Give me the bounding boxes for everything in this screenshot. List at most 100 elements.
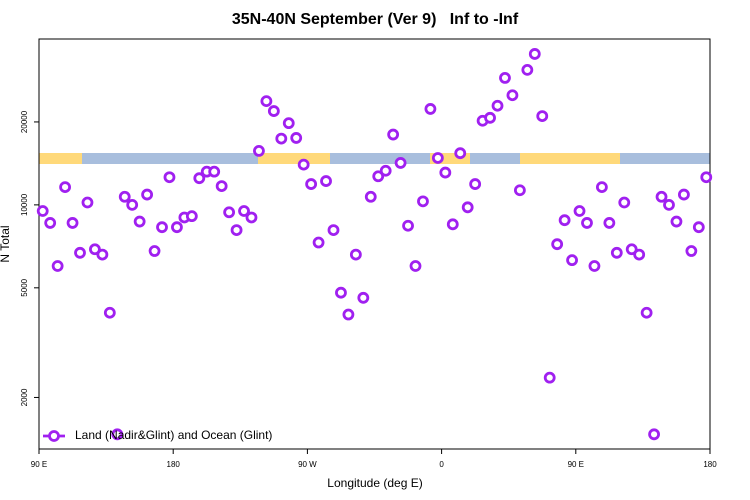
- data-point: [245, 211, 258, 224]
- data-point: [260, 95, 273, 108]
- data-point: [208, 165, 221, 178]
- x-tick-label: 90 E: [568, 460, 584, 469]
- ocean-segment: [82, 153, 258, 164]
- x-tick-label: 180: [167, 460, 181, 469]
- data-point: [148, 245, 161, 257]
- land-segment: [258, 153, 330, 164]
- data-point: [424, 103, 437, 115]
- data-point: [454, 147, 467, 160]
- data-point: [96, 248, 109, 261]
- data-point: [633, 248, 646, 261]
- x-axis-label: Longitude (deg E): [327, 476, 422, 490]
- data-point: [312, 236, 325, 249]
- data-point: [446, 218, 459, 231]
- data-point: [387, 128, 400, 141]
- x-tick-label: 90 E: [31, 460, 47, 469]
- data-point: [118, 190, 131, 203]
- data-point: [297, 158, 310, 171]
- data-point: [379, 164, 392, 177]
- legend-marker: [48, 430, 60, 442]
- x-tick-label: 180: [703, 460, 717, 469]
- data-point: [59, 181, 71, 194]
- data-point: [692, 221, 705, 234]
- data-point: [349, 248, 362, 261]
- data-point: [126, 198, 139, 211]
- data-point: [238, 205, 250, 217]
- data-point: [685, 245, 698, 257]
- data-point: [663, 198, 675, 211]
- data-point: [513, 184, 526, 197]
- y-tick-label: 2000: [20, 388, 29, 406]
- data-point: [185, 210, 198, 223]
- data-point: [521, 63, 534, 76]
- data-point: [536, 110, 549, 123]
- data-point: [595, 181, 608, 194]
- y-tick-label: 10000: [20, 193, 29, 216]
- data-point: [305, 178, 318, 190]
- data-point: [409, 260, 422, 272]
- data-point: [603, 217, 616, 229]
- data-point: [156, 221, 168, 234]
- data-point: [551, 238, 564, 251]
- data-point: [230, 224, 243, 236]
- data-point: [700, 171, 713, 184]
- data-point: [89, 243, 101, 256]
- data-point: [469, 178, 482, 190]
- data-point: [566, 254, 578, 267]
- ocean-segment: [330, 153, 430, 164]
- data-point: [320, 175, 332, 187]
- data-point: [506, 89, 519, 102]
- data-point: [670, 215, 683, 228]
- land-ocean-strip: [39, 153, 710, 164]
- land-segment: [39, 153, 82, 164]
- data-point: [335, 286, 347, 299]
- chart-title: 35N-40N September (Ver 9) Inf to -Inf: [232, 11, 519, 28]
- data-point: [528, 48, 541, 60]
- data-point: [51, 260, 64, 272]
- data-point: [394, 157, 407, 169]
- data-point: [499, 71, 511, 84]
- data-point: [133, 215, 146, 228]
- data-point: [342, 308, 355, 321]
- data-point: [618, 196, 631, 209]
- data-point: [610, 246, 623, 259]
- data-point: [171, 221, 183, 234]
- data-point: [461, 201, 474, 214]
- data-point: [223, 206, 236, 219]
- data-point: [66, 217, 79, 229]
- data-point: [588, 260, 601, 272]
- x-tick-label: 0: [439, 460, 444, 469]
- data-point: [364, 190, 377, 203]
- ocean-segment: [470, 153, 520, 164]
- data-point: [655, 190, 668, 203]
- data-point: [640, 306, 653, 319]
- x-tick-label: 90 W: [298, 460, 317, 469]
- data-point: [36, 205, 49, 217]
- data-point: [648, 428, 660, 441]
- data-point: [402, 219, 414, 232]
- data-point: [163, 171, 176, 184]
- data-point: [417, 195, 429, 208]
- data-point: [357, 291, 370, 304]
- data-point: [267, 105, 280, 117]
- data-point: [439, 166, 452, 179]
- data-point: [253, 145, 265, 157]
- data-point: [111, 428, 124, 441]
- data-point: [44, 217, 57, 229]
- data-point: [484, 111, 496, 124]
- y-axis-label: N Total: [0, 225, 12, 262]
- data-point: [282, 117, 295, 130]
- y-tick-label: 5000: [20, 278, 29, 296]
- legend-item: Land (Nadir&Glint) and Ocean (Glint): [43, 428, 272, 442]
- data-point: [327, 224, 340, 236]
- data-point: [290, 132, 303, 144]
- data-point: [558, 214, 571, 227]
- legend-label: Land (Nadir&Glint) and Ocean (Glint): [75, 428, 272, 442]
- data-point: [581, 217, 593, 229]
- land-segment: [520, 153, 620, 164]
- ocean-segment: [620, 153, 710, 164]
- data-point: [678, 188, 690, 201]
- data-point: [543, 371, 556, 384]
